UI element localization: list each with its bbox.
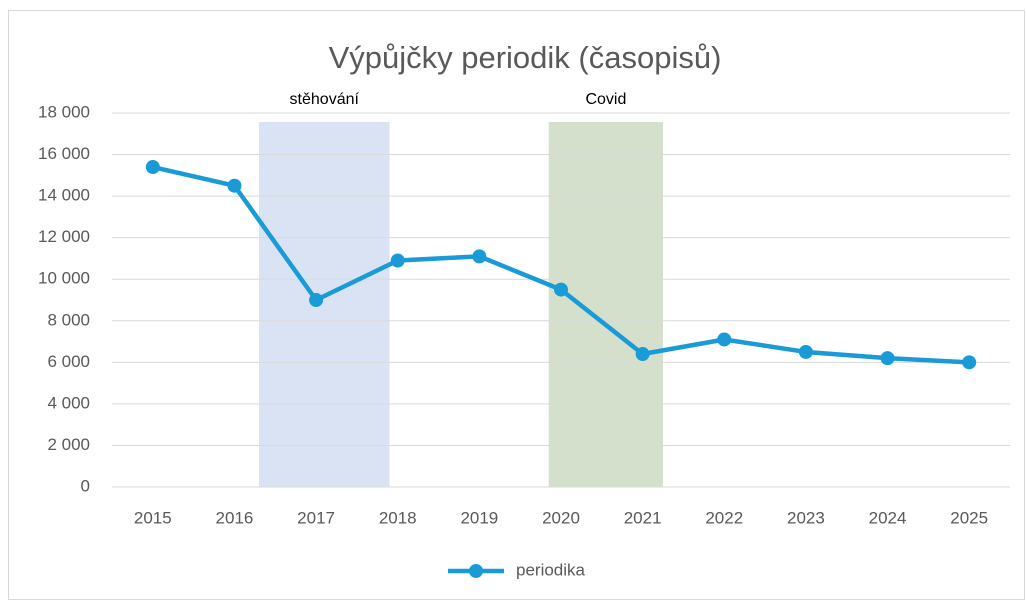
legend-label: periodika: [516, 560, 586, 579]
data-point: [390, 253, 405, 268]
x-tick-label: 2016: [216, 508, 254, 527]
data-point: [227, 178, 242, 193]
x-tick-label: 2019: [460, 508, 498, 527]
x-tick-label: 2024: [869, 508, 907, 527]
y-tick-label: 18 000: [38, 102, 90, 121]
band-label: stěhování: [290, 91, 360, 108]
x-tick-label: 2018: [379, 508, 417, 527]
x-tick-label: 2021: [624, 508, 662, 527]
data-point: [309, 293, 324, 307]
y-tick-label: 16 000: [38, 144, 90, 163]
y-tick-label: 2 000: [47, 435, 90, 454]
data-point: [880, 351, 895, 366]
y-tick-label: 10 000: [38, 269, 90, 288]
x-tick-label: 2015: [134, 508, 172, 527]
chart-frame: [8, 10, 1025, 600]
y-tick-label: 8 000: [47, 310, 90, 329]
data-point: [472, 249, 487, 264]
data-point: [962, 355, 977, 370]
x-tick-label: 2023: [787, 508, 825, 527]
x-tick-label: 2020: [542, 508, 580, 527]
shaded-band: [258, 122, 390, 487]
x-tick-label: 2017: [297, 508, 335, 527]
data-point: [145, 160, 160, 175]
y-tick-label: 4 000: [47, 393, 90, 412]
x-tick-label: 2025: [950, 508, 988, 527]
data-point: [554, 282, 568, 297]
legend-marker: [469, 564, 483, 578]
chart-title: Výpůjčky periodik (časopisů): [329, 40, 722, 75]
shaded-band: [548, 122, 664, 487]
y-tick-label: 12 000: [38, 227, 90, 246]
y-tick-label: 14 000: [38, 186, 90, 205]
x-tick-label: 2022: [705, 508, 743, 527]
data-point: [798, 344, 813, 359]
band-label: Covid: [585, 91, 626, 108]
y-tick-label: 0: [81, 476, 90, 495]
data-point: [635, 347, 650, 362]
data-point: [717, 332, 732, 347]
y-tick-label: 6 000: [47, 352, 90, 371]
